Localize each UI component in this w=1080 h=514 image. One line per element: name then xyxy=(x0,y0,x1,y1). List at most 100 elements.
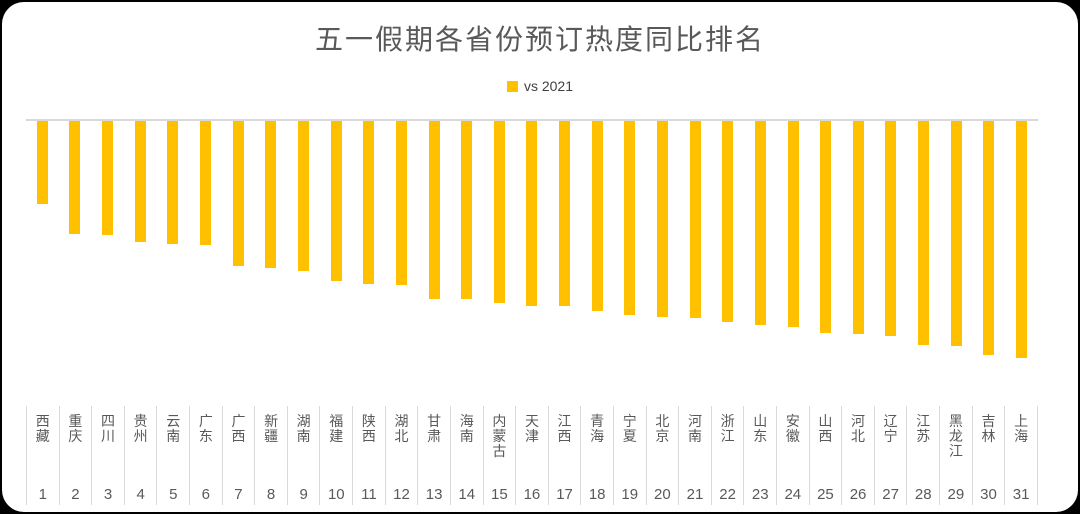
bar-column xyxy=(91,121,124,235)
category-label: 湖南 xyxy=(296,413,311,444)
bar xyxy=(428,121,440,299)
bar xyxy=(559,121,571,306)
bar-column xyxy=(320,121,353,281)
category-rank: 12 xyxy=(393,486,410,503)
bar-column xyxy=(59,121,92,234)
category-label: 江西 xyxy=(557,413,572,444)
category-rank: 15 xyxy=(490,486,508,503)
label-column: 青海 18 xyxy=(580,406,613,505)
category-label: 辽宁 xyxy=(883,413,898,444)
label-column: 宁夏 19 xyxy=(612,406,646,505)
legend-swatch-icon xyxy=(506,80,518,92)
plot-area xyxy=(26,119,1038,361)
bar xyxy=(689,121,701,318)
category-rank: 16 xyxy=(523,486,541,503)
category-rank: 23 xyxy=(751,486,769,503)
bar xyxy=(330,121,342,281)
label-column: 江西 17 xyxy=(547,406,581,505)
bar-column xyxy=(352,121,385,284)
bar xyxy=(36,121,48,204)
bar-column xyxy=(385,121,418,285)
category-rank: 19 xyxy=(621,486,639,503)
category-label: 重庆 xyxy=(68,413,83,444)
bar-column xyxy=(516,121,549,306)
category-label: 湖北 xyxy=(394,413,409,444)
bar xyxy=(395,121,407,285)
category-rank: 26 xyxy=(849,486,867,503)
label-column: 云南 5 xyxy=(156,406,189,505)
label-column: 甘肃 13 xyxy=(417,406,450,505)
bar xyxy=(722,121,734,322)
bar-column xyxy=(157,121,190,244)
category-label: 河北 xyxy=(851,413,866,444)
bar xyxy=(983,121,995,355)
category-label: 山东 xyxy=(753,413,768,444)
bar xyxy=(852,121,864,334)
category-label: 新疆 xyxy=(264,413,279,444)
label-column: 辽宁 27 xyxy=(873,406,907,505)
label-column: 黑龙江 29 xyxy=(939,406,972,505)
category-rank: 27 xyxy=(882,486,899,503)
bar xyxy=(167,121,179,244)
bar xyxy=(787,121,799,327)
bar-column xyxy=(1005,121,1038,358)
category-label: 广西 xyxy=(231,413,246,444)
bars-row xyxy=(26,121,1038,358)
bar-column xyxy=(711,121,744,322)
category-label: 福建 xyxy=(329,413,344,444)
bar xyxy=(134,121,146,242)
category-rank: 2 xyxy=(71,486,80,503)
label-column: 西藏 1 xyxy=(26,406,59,505)
category-rank: 1 xyxy=(38,486,47,503)
chart-title: 五一假期各省份预订热度同比排名 xyxy=(314,24,765,55)
category-axis: 西藏 1 重庆 2 四川 3 贵州 4 云南 5 广东 6 广西 7 新疆 8 … xyxy=(26,406,1038,505)
bar xyxy=(69,121,81,234)
bar xyxy=(1016,121,1028,358)
label-column: 广西 7 xyxy=(221,406,255,505)
bar-column xyxy=(940,121,973,346)
bar-column xyxy=(548,121,581,306)
category-rank: 13 xyxy=(425,486,443,503)
category-rank: 31 xyxy=(1012,486,1030,503)
category-label: 内蒙古 xyxy=(492,413,507,459)
label-column: 湖北 12 xyxy=(384,406,418,505)
bar xyxy=(820,121,832,333)
category-rank: 20 xyxy=(654,486,671,503)
bar-column xyxy=(287,121,320,271)
bar xyxy=(232,121,244,266)
bar xyxy=(526,121,538,306)
label-column: 吉林 30 xyxy=(971,406,1005,505)
category-rank: 11 xyxy=(361,486,377,503)
category-label: 青海 xyxy=(590,413,605,444)
label-column: 贵州 4 xyxy=(123,406,157,505)
label-column: 山西 25 xyxy=(808,406,842,505)
bar xyxy=(656,121,668,317)
category-rank: 24 xyxy=(784,486,802,503)
label-column: 山东 23 xyxy=(743,406,776,505)
category-label: 西藏 xyxy=(35,413,50,444)
bar-column xyxy=(418,121,451,299)
legend: vs 2021 xyxy=(2,78,1078,94)
bar-column xyxy=(124,121,157,242)
category-label: 甘肃 xyxy=(427,413,442,444)
label-column: 广东 6 xyxy=(189,406,222,505)
category-rank: 18 xyxy=(588,486,606,503)
bar-column xyxy=(222,121,255,266)
category-rank: 25 xyxy=(817,486,834,503)
category-rank: 21 xyxy=(686,486,704,503)
category-label: 天津 xyxy=(524,413,539,444)
category-label: 陕西 xyxy=(361,413,376,444)
category-rank: 29 xyxy=(947,486,965,503)
category-rank: 4 xyxy=(136,486,145,503)
category-rank: 7 xyxy=(234,486,243,503)
category-label: 北京 xyxy=(655,413,670,444)
category-rank: 28 xyxy=(914,486,932,503)
bar-column xyxy=(973,121,1006,355)
label-column: 北京 20 xyxy=(645,406,679,505)
category-rank: 22 xyxy=(719,486,736,503)
bar xyxy=(950,121,962,346)
label-column: 河南 21 xyxy=(678,406,711,505)
category-rank: 5 xyxy=(169,486,178,503)
bar-column xyxy=(842,121,875,334)
bar-column xyxy=(907,121,940,345)
